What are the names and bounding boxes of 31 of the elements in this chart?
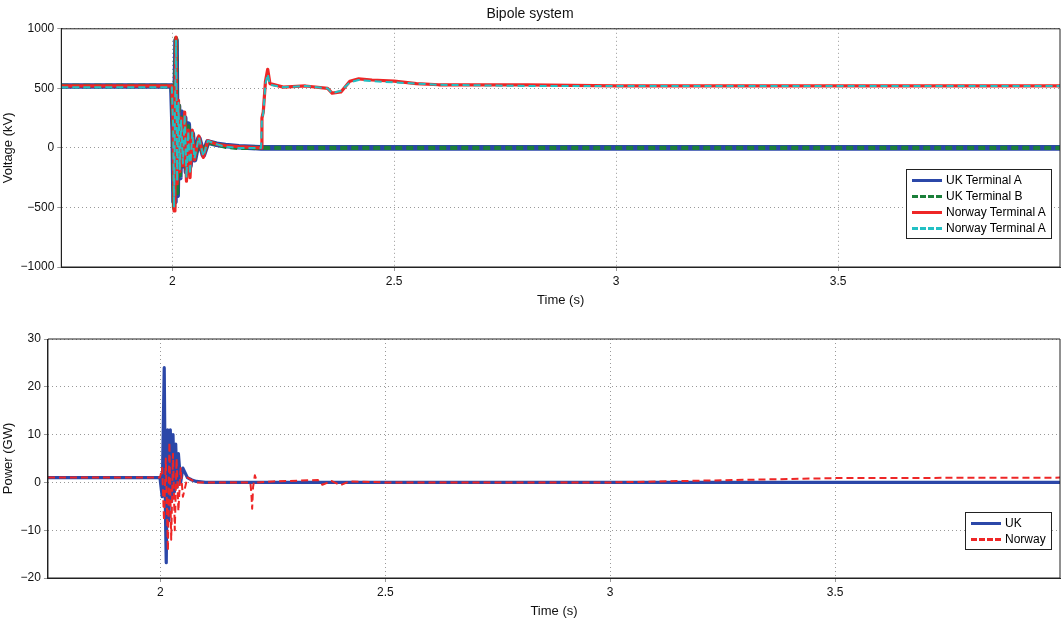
y-tick-label: 500	[34, 80, 55, 95]
y-tick-label: −1000	[20, 259, 55, 274]
x-tick-label: 2.5	[385, 273, 403, 288]
legend-label: Norway Terminal A	[946, 204, 1046, 220]
x-tick-label: 3.5	[826, 584, 844, 599]
y-tick-label: 10	[27, 426, 42, 441]
x-tick-label: 3.5	[829, 273, 847, 288]
y-tick-label: −500	[27, 199, 55, 214]
legend-label: UK Terminal B	[946, 188, 1023, 204]
x-tick-label: 2	[157, 584, 165, 599]
y-axis-title: Power (GW)	[0, 422, 16, 495]
x-tick-label: 3	[606, 584, 614, 599]
y-tick-label: 0	[47, 140, 55, 155]
legend-label: UK	[1005, 515, 1022, 531]
y-tick-label: 20	[27, 379, 42, 394]
x-axis-title: Time (s)	[537, 291, 585, 307]
y-tick-label: 0	[34, 474, 42, 489]
y-tick-label: −20	[20, 570, 42, 585]
chart-title: Bipole system	[486, 5, 574, 22]
legend-label: Norway Terminal A	[946, 220, 1046, 236]
x-tick-label: 2.5	[376, 584, 394, 599]
legend-label: Norway	[1005, 531, 1046, 547]
y-axis-title: Voltage (kV)	[0, 112, 16, 184]
x-axis-title: Time (s)	[530, 602, 578, 618]
y-tick-label: 1000	[27, 21, 55, 36]
y-tick-label: 30	[27, 331, 42, 346]
y-tick-label: −10	[20, 522, 42, 537]
x-tick-label: 2	[168, 273, 176, 288]
x-tick-label: 3	[612, 273, 620, 288]
legend-label: UK Terminal A	[946, 172, 1022, 188]
line-series	[47, 441, 1060, 552]
